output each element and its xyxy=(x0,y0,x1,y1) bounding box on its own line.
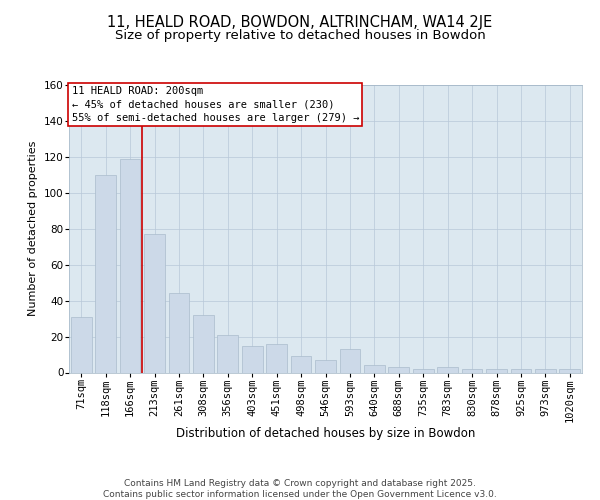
Bar xyxy=(144,234,165,372)
Bar xyxy=(461,369,482,372)
Bar xyxy=(486,369,507,372)
Text: Size of property relative to detached houses in Bowdon: Size of property relative to detached ho… xyxy=(115,30,485,43)
Text: 11 HEALD ROAD: 200sqm
← 45% of detached houses are smaller (230)
55% of semi-det: 11 HEALD ROAD: 200sqm ← 45% of detached … xyxy=(71,86,359,123)
Bar xyxy=(340,349,361,372)
Text: Contains HM Land Registry data © Crown copyright and database right 2025.
Contai: Contains HM Land Registry data © Crown c… xyxy=(103,480,497,498)
Bar xyxy=(119,158,140,372)
Bar xyxy=(535,369,556,372)
X-axis label: Distribution of detached houses by size in Bowdon: Distribution of detached houses by size … xyxy=(176,428,475,440)
Y-axis label: Number of detached properties: Number of detached properties xyxy=(28,141,38,316)
Bar xyxy=(290,356,311,372)
Bar xyxy=(95,175,116,372)
Bar xyxy=(217,335,238,372)
Bar xyxy=(511,369,532,372)
Bar xyxy=(242,346,263,372)
Bar xyxy=(315,360,336,372)
Bar xyxy=(71,317,92,372)
Bar xyxy=(169,294,190,372)
Bar xyxy=(388,367,409,372)
Bar xyxy=(266,344,287,372)
Bar xyxy=(193,315,214,372)
Bar xyxy=(559,369,580,372)
Text: 11, HEALD ROAD, BOWDON, ALTRINCHAM, WA14 2JE: 11, HEALD ROAD, BOWDON, ALTRINCHAM, WA14… xyxy=(107,15,493,30)
Bar xyxy=(437,367,458,372)
Bar xyxy=(364,366,385,372)
Bar xyxy=(413,369,434,372)
